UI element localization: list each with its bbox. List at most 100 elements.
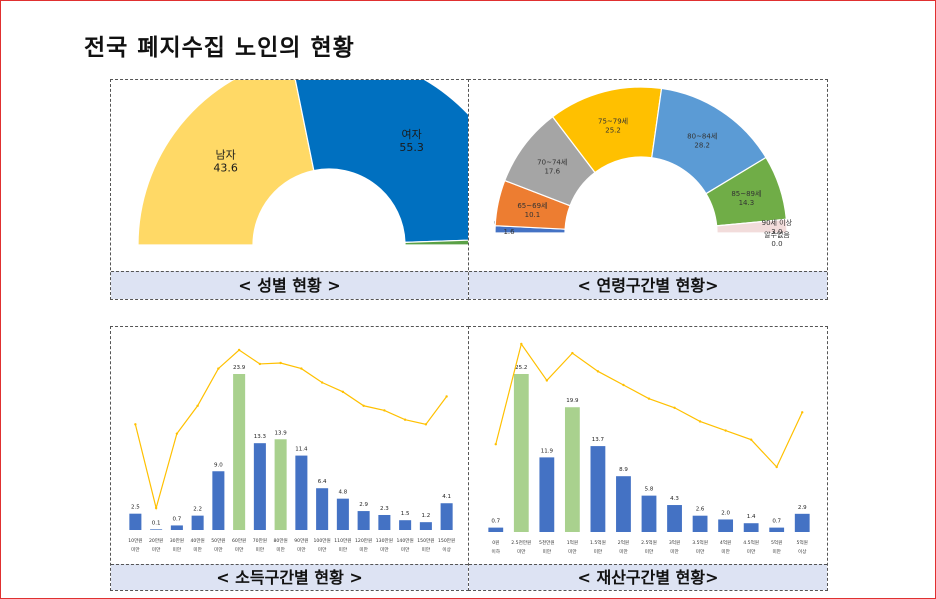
tick-label-income-5-1: 미만 bbox=[235, 546, 244, 553]
slice-value-age-5: 14.3 bbox=[739, 199, 755, 207]
tick-label-income-14-1: 미만 bbox=[422, 546, 431, 553]
tick-label-asset-4-1: 미만 bbox=[594, 548, 603, 555]
trend-point-income-6 bbox=[258, 362, 262, 366]
gender-caption: < 성별 현황 > bbox=[111, 271, 468, 299]
bar-label-asset-9: 2.0 bbox=[721, 510, 730, 516]
tick-label-income-0-0: 10만원 bbox=[128, 537, 142, 544]
bar-label-income-0: 2.5 bbox=[131, 505, 140, 511]
tick-label-asset-0-1: 이하 bbox=[492, 548, 501, 555]
bar-label-income-14: 1.2 bbox=[422, 513, 431, 519]
bar-label-income-13: 1.5 bbox=[401, 511, 410, 517]
bar-label-income-12: 2.3 bbox=[380, 506, 389, 512]
bar-asset-11 bbox=[769, 527, 785, 532]
tick-label-asset-9-1: 미만 bbox=[721, 548, 730, 555]
slice-value-age-4: 28.2 bbox=[694, 141, 710, 149]
bar-label-income-4: 9.0 bbox=[214, 462, 223, 468]
tick-label-asset-12-0: 5억원 bbox=[797, 539, 808, 546]
trend-point-income-1 bbox=[154, 506, 158, 510]
bar-income-3 bbox=[191, 515, 204, 530]
tick-label-asset-11-0: 5억원 bbox=[771, 539, 782, 546]
trend-point-asset-4 bbox=[596, 370, 600, 373]
tick-label-asset-6-1: 미만 bbox=[645, 548, 654, 555]
slice-value-age-6: 3.0 bbox=[771, 228, 782, 236]
trend-point-asset-0 bbox=[494, 443, 497, 446]
bar-asset-6 bbox=[641, 495, 657, 532]
bar-label-asset-8: 2.6 bbox=[696, 507, 705, 513]
trend-point-asset-2 bbox=[545, 379, 549, 382]
bar-label-income-6: 13.3 bbox=[254, 434, 267, 440]
slice-label-age-4: 80~84세 bbox=[687, 131, 717, 140]
tick-label-income-12-1: 미만 bbox=[380, 546, 389, 553]
tick-label-income-9-1: 미만 bbox=[318, 546, 327, 553]
trend-line-income bbox=[134, 349, 448, 511]
slice-gender-1 bbox=[290, 53, 521, 243]
slice-age-6 bbox=[716, 218, 788, 234]
bar-income-0 bbox=[129, 513, 142, 530]
trend-point-income-0 bbox=[134, 423, 137, 426]
tick-label-income-4-1: 미만 bbox=[214, 546, 223, 553]
tick-label-asset-11-1: 미만 bbox=[772, 548, 781, 555]
trend-point-asset-6 bbox=[647, 397, 651, 400]
bar-label-income-1: 0.1 bbox=[152, 520, 161, 526]
trend-point-income-3 bbox=[196, 404, 199, 407]
trend-point-asset-9 bbox=[724, 429, 727, 432]
bar-label-income-7: 13.9 bbox=[275, 430, 288, 436]
tick-label-income-13-0: 140만원 bbox=[397, 537, 414, 544]
trend-point-asset-5 bbox=[622, 383, 625, 387]
trend-point-income-14 bbox=[424, 423, 428, 426]
tick-label-income-9-0: 100만원 bbox=[314, 537, 331, 544]
trend-point-income-2 bbox=[175, 432, 179, 435]
slice-label-age-7: 알수없음 bbox=[764, 230, 790, 239]
bar-label-asset-1: 25.2 bbox=[515, 365, 527, 371]
income-panel: 2.5 10만원 미만 0.1 20만원 미만 0.7 30만원 미만 2.2 40만원 미만 9.0 5… bbox=[110, 326, 469, 591]
bar-label-asset-6: 5.8 bbox=[645, 487, 654, 493]
tick-label-asset-12-1: 이상 bbox=[798, 548, 807, 555]
bar-asset-9 bbox=[718, 519, 734, 532]
trend-point-asset-3 bbox=[571, 351, 574, 355]
bar-income-10 bbox=[336, 498, 349, 530]
tick-label-income-11-0: 120만원 bbox=[355, 537, 372, 544]
bar-label-asset-3: 19.9 bbox=[566, 398, 579, 404]
bar-income-13 bbox=[399, 520, 412, 530]
slice-label-age-5: 85~89세 bbox=[731, 189, 761, 198]
tick-label-income-0-1: 미만 bbox=[131, 546, 140, 553]
bar-income-4 bbox=[212, 471, 225, 530]
slice-value-age-3: 25.2 bbox=[605, 127, 621, 135]
tick-label-asset-1-0: 2.5천만원 bbox=[511, 539, 531, 546]
trend-point-income-7 bbox=[279, 361, 282, 365]
tick-label-income-6-1: 미만 bbox=[256, 546, 265, 553]
bar-income-7 bbox=[274, 439, 287, 530]
bar-label-asset-11: 0.7 bbox=[772, 519, 781, 525]
bar-label-asset-5: 8.9 bbox=[619, 467, 628, 473]
slice-value-age-7: 0.0 bbox=[771, 240, 782, 248]
tick-label-asset-7-1: 미만 bbox=[670, 548, 679, 555]
asset-panel: 0.7 0원 이하 25.2 2.5천만원 미만 11.9 5천만원 미만 19.9 1억원 미만 13… bbox=[468, 326, 828, 591]
tick-label-asset-2-1: 미만 bbox=[543, 548, 552, 555]
asset-caption: < 재산구간별 현황> bbox=[469, 564, 827, 590]
tick-label-asset-1-1: 미만 bbox=[517, 548, 526, 555]
trend-point-asset-11 bbox=[775, 465, 778, 469]
slice-label-gender-0: 남자 bbox=[215, 149, 235, 162]
tick-label-income-12-0: 130만원 bbox=[376, 537, 393, 544]
bar-label-income-11: 2.9 bbox=[359, 502, 368, 508]
trend-point-asset-12 bbox=[801, 411, 804, 414]
bar-label-income-2: 0.7 bbox=[173, 516, 182, 522]
trend-point-asset-7 bbox=[673, 406, 676, 409]
trend-point-income-9 bbox=[320, 381, 324, 384]
bar-label-income-9: 6.4 bbox=[318, 479, 327, 485]
bar-asset-2 bbox=[539, 457, 555, 532]
tick-label-asset-4-0: 1.5억원 bbox=[590, 539, 606, 546]
trend-point-income-12 bbox=[383, 409, 386, 412]
slice-value-age-1: 10.1 bbox=[525, 211, 541, 219]
trend-point-income-13 bbox=[403, 418, 407, 421]
bar-asset-12 bbox=[794, 513, 810, 532]
tick-label-income-14-0: 150만원 bbox=[417, 537, 434, 544]
tick-label-income-8-0: 90만원 bbox=[294, 537, 308, 544]
slice-label-age-6: 90세 이상 bbox=[762, 218, 793, 227]
income-caption: < 소득구간별 현황 > bbox=[111, 564, 468, 590]
slice-value-gender-0: 43.6 bbox=[213, 162, 238, 175]
slice-value-gender-1: 55.3 bbox=[399, 141, 424, 154]
